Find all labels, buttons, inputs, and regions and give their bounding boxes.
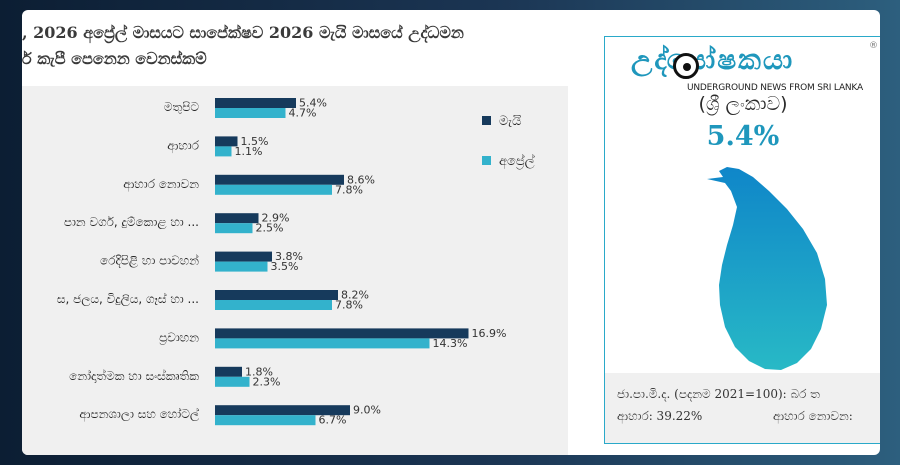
chart-title: , 2026 අප්‍රේල් මාසයට සාපේක්ෂව 2026 මැයි…	[22, 20, 582, 72]
value-label: 2.9%	[262, 212, 290, 225]
logo-text: උද්‍ඝෝෂකයා	[631, 43, 795, 76]
sri-lanka-panel: උද්‍ඝෝෂකයා ® UNDERGROUND NEWS FROM SRI L…	[604, 36, 880, 444]
value-label: 1.5%	[241, 135, 269, 148]
infographic-card: , 2026 අප්‍රේල් මාසයට සාපේක්ෂව 2026 මැයි…	[22, 10, 880, 455]
value-label: 9.0%	[353, 404, 381, 417]
title-line-2: ර් කැපී පෙනෙන වෙනස්කම්	[22, 49, 207, 68]
bar-may	[215, 290, 338, 300]
legend-label: අප්‍රේල්	[499, 153, 535, 169]
value-label: 8.2%	[341, 289, 369, 302]
bar-may	[215, 366, 242, 377]
bar-may	[215, 213, 259, 224]
bar-april	[215, 223, 253, 234]
value-label: 14.3%	[433, 337, 468, 350]
headline-inflation-value: 5.4%	[706, 121, 780, 152]
category-label: ස, ජලය, විදුලිය, ගෑස් හා ...	[57, 292, 199, 307]
weights-footer: ජා.පා.මි.ද. (පදනම 2021=100): බර ත ආහාර: …	[605, 373, 880, 443]
legend-label: මැයි	[499, 114, 522, 129]
bar-april	[215, 300, 332, 310]
legend-swatch	[482, 116, 491, 125]
category-label: ප්‍රවාහන	[159, 330, 199, 345]
bar-april	[215, 108, 286, 118]
value-label: 3.5%	[271, 260, 299, 273]
bar-may	[215, 405, 350, 416]
bar-may	[215, 98, 296, 108]
value-label: 6.7%	[319, 414, 347, 427]
category-label: මතුපිට	[164, 100, 199, 114]
value-label: 4.7%	[289, 107, 317, 120]
bar-may	[215, 328, 469, 339]
bar-may	[215, 251, 272, 262]
value-label: 7.8%	[335, 183, 363, 196]
value-label: 1.1%	[235, 145, 263, 158]
island-shape	[707, 167, 827, 370]
value-label: 1.8%	[245, 365, 273, 378]
category-label: රෙදිපිළි හා පාවහන්	[100, 253, 199, 268]
registered-mark: ®	[869, 41, 878, 51]
eye-logo-icon	[673, 53, 699, 79]
footer-nonfood-weight: ආහාර නොවන:	[773, 409, 853, 423]
bar-may	[215, 174, 344, 185]
sri-lanka-map-icon	[707, 167, 827, 370]
bar-april	[215, 261, 268, 272]
category-label: පාන වර්ග, දුම්කොළ හා ...	[64, 215, 199, 230]
bar-april	[215, 338, 430, 349]
logo-tagline: UNDERGROUND NEWS FROM SRI LANKA	[687, 83, 863, 93]
value-label: 5.4%	[299, 97, 327, 110]
title-line-1: , 2026 අප්‍රේල් මාසයට සාපේක්ෂව 2026 මැයි…	[22, 23, 464, 42]
bar-chart: මතුපිට 5.4%4.7%ආහාර 1.5%1.1%ආහාර නොවන 8.6%7…	[57, 97, 535, 427]
bar-april	[215, 146, 232, 157]
value-label: 3.8%	[275, 250, 303, 263]
value-label: 7.8%	[335, 299, 363, 312]
footer-food-weight: ආහාර: 39.22%	[617, 409, 703, 423]
category-label: ආපනශාලා සහ හෝටල්	[79, 407, 199, 422]
value-label: 2.3%	[253, 375, 281, 388]
value-label: 16.9%	[472, 327, 507, 340]
bar-april	[215, 184, 332, 195]
legend-swatch	[482, 156, 491, 165]
category-label: නෝදාත්මක හා සංස්කෘතික	[69, 369, 199, 383]
category-label: ආහාර නොවන	[123, 177, 199, 192]
bar-april	[215, 376, 250, 387]
country-label: (ශ්‍රී ලංකාව)	[698, 93, 788, 115]
value-label: 2.5%	[256, 222, 284, 235]
bar-chart-panel: මතුපිට 5.4% 4.7% ආහාර 1.5% 1.1% ආහාර නොවන 8.6% 7…	[22, 86, 568, 455]
category-label: ආහාර	[167, 138, 199, 153]
bar-april	[215, 415, 316, 426]
bar-may	[215, 136, 238, 147]
footer-base-note: ජා.පා.මි.ද. (පදනම 2021=100): බර ත	[617, 387, 820, 401]
value-label: 8.6%	[347, 173, 375, 186]
site-logo: උද්‍ඝෝෂකයා	[631, 43, 880, 83]
